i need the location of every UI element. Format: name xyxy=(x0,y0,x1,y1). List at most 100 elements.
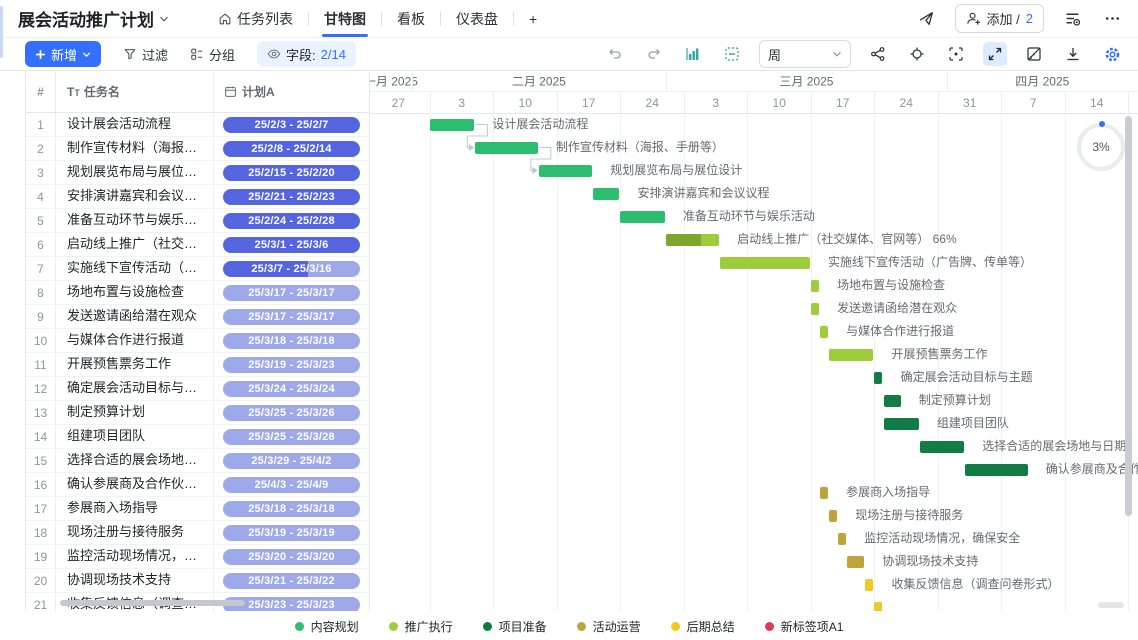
dependency-arrow xyxy=(532,167,538,174)
table-row[interactable]: 15 选择合适的展会场地与日期 25/3/29 - 25/4/2 xyxy=(26,449,369,473)
date-pill[interactable]: 25/3/23 - 25/3/23 xyxy=(223,596,360,611)
gantt-bar[interactable] xyxy=(865,578,874,591)
date-pill[interactable]: 25/3/18 - 25/3/18 xyxy=(223,332,360,349)
locate-icon[interactable] xyxy=(905,42,929,66)
gantt-bar[interactable] xyxy=(847,555,865,568)
new-task-button[interactable]: 新增 xyxy=(25,41,102,67)
table-row[interactable]: 13 制定预算计划 25/3/25 - 25/3/26 xyxy=(26,401,369,425)
hide-chart-icon[interactable] xyxy=(1022,42,1046,66)
date-pill[interactable]: 25/2/8 - 25/2/14 xyxy=(223,140,360,157)
fullscreen-icon[interactable] xyxy=(983,42,1007,66)
table-row[interactable]: 9 发送邀请函给潜在观众 25/3/17 - 25/3/17 xyxy=(26,305,369,329)
date-pill[interactable]: 25/3/19 - 25/3/19 xyxy=(223,524,360,541)
legend-item: 内容规划 xyxy=(294,618,359,635)
add-member-button[interactable]: 添加 / 2 xyxy=(954,4,1044,33)
gantt-bar[interactable] xyxy=(838,532,847,545)
date-pill[interactable]: 25/3/1 - 25/3/6 xyxy=(223,236,360,253)
col-index[interactable]: # xyxy=(26,71,56,112)
table-row[interactable]: 18 现场注册与接待服务 25/3/19 - 25/3/19 xyxy=(26,521,369,545)
tab-看板[interactable]: 看板 xyxy=(382,0,440,37)
gantt-bar[interactable] xyxy=(665,233,720,246)
date-pill[interactable]: 25/3/21 - 25/3/22 xyxy=(223,572,360,589)
focus-icon[interactable] xyxy=(944,42,968,66)
table-row[interactable]: 16 确认参展商及合作伙伴名单 25/4/3 - 25/4/9 xyxy=(26,473,369,497)
table-row[interactable]: 1 设计展会活动流程 25/2/3 - 25/2/7 xyxy=(26,113,369,137)
baseline-icon[interactable] xyxy=(720,42,744,66)
share-nodes-icon[interactable] xyxy=(866,42,890,66)
date-pill[interactable]: 25/3/19 - 25/3/23 xyxy=(223,356,360,373)
table-row[interactable]: 11 开展预售票务工作 25/3/19 - 25/3/23 xyxy=(26,353,369,377)
gantt-bar[interactable] xyxy=(475,141,538,154)
gantt-bar[interactable] xyxy=(538,164,593,177)
filter-button[interactable]: 过滤 xyxy=(123,45,168,64)
date-pill[interactable]: 25/3/7 - 25/3/16 xyxy=(223,260,360,277)
gantt-bar[interactable] xyxy=(874,601,883,611)
undo-icon[interactable] xyxy=(603,42,627,66)
date-pill[interactable]: 25/2/15 - 25/2/20 xyxy=(223,164,360,181)
gantt-bar[interactable] xyxy=(919,440,964,453)
share-send-icon[interactable] xyxy=(915,7,939,31)
progress-ring-value: 3% xyxy=(1092,140,1110,154)
download-icon[interactable] xyxy=(1061,42,1085,66)
date-pill[interactable]: 25/3/17 - 25/3/17 xyxy=(223,308,360,325)
timescale-select[interactable]: 周 xyxy=(759,40,851,68)
col-plan[interactable]: 计划A xyxy=(214,71,369,112)
table-row[interactable]: 14 组建项目团队 25/3/25 - 25/3/28 xyxy=(26,425,369,449)
table-row[interactable]: 10 与媒体合作进行报道 25/3/18 - 25/3/18 xyxy=(26,329,369,353)
page-title[interactable]: 展会活动推广计划 xyxy=(18,6,169,31)
col-task-name[interactable]: TT 任务名 xyxy=(56,71,214,112)
date-pill[interactable]: 25/2/21 - 25/2/23 xyxy=(223,188,360,205)
date-pill[interactable]: 25/3/29 - 25/4/2 xyxy=(223,452,360,469)
app-header: 展会活动推广计划 任务列表 甘特图 看板 仪表盘 + 添加 / 2 xyxy=(0,0,1138,38)
tab-仪表盘[interactable]: 仪表盘 xyxy=(441,0,513,37)
table-row[interactable]: 2 制作宣传材料（海报、手... 25/2/8 - 25/2/14 xyxy=(26,137,369,161)
group-button[interactable]: 分组 xyxy=(190,45,235,64)
table-horizontal-scrollbar[interactable] xyxy=(60,600,245,606)
date-pill[interactable]: 25/3/17 - 25/3/17 xyxy=(223,284,360,301)
gantt-bar[interactable] xyxy=(883,417,919,430)
gantt-bar[interactable] xyxy=(720,256,810,269)
table-row[interactable]: 4 安排演讲嘉宾和会议议程 25/2/21 - 25/2/23 xyxy=(26,185,369,209)
table-row[interactable]: 17 参展商入场指导 25/3/18 - 25/3/18 xyxy=(26,497,369,521)
table-row[interactable]: 21收集反馈信息（调查问卷...25/3/23 - 25/3/23 xyxy=(26,593,369,611)
table-row[interactable]: 19 监控活动现场情况，确保... 25/3/20 - 25/3/20 xyxy=(26,545,369,569)
gantt-bar[interactable] xyxy=(430,118,475,131)
tab-甘特图[interactable]: 甘特图 xyxy=(309,0,381,37)
gantt-bar[interactable] xyxy=(829,348,874,361)
table-row[interactable]: 5 准备互动环节与娱乐活动 25/2/24 - 25/2/28 xyxy=(26,209,369,233)
tab-任务列表[interactable]: 任务列表 xyxy=(203,0,308,37)
date-pill[interactable]: 25/3/18 - 25/3/18 xyxy=(223,500,360,517)
more-icon[interactable] xyxy=(1100,7,1124,31)
date-pill[interactable]: 25/4/3 - 25/4/9 xyxy=(223,476,360,493)
gantt-bar[interactable] xyxy=(874,371,883,384)
date-pill[interactable]: 25/3/25 - 25/3/26 xyxy=(223,404,360,421)
gantt-bar[interactable] xyxy=(593,187,620,200)
gantt-bar[interactable] xyxy=(829,509,838,522)
vertical-scrollbar[interactable] xyxy=(1125,116,1132,516)
automation-icon[interactable] xyxy=(1060,7,1084,31)
settings-gear-icon[interactable] xyxy=(1100,42,1124,66)
gantt-bar[interactable] xyxy=(810,302,819,315)
milestone-chart-icon[interactable] xyxy=(681,42,705,66)
gantt-bar[interactable] xyxy=(820,325,829,338)
date-pill[interactable]: 25/3/25 - 25/3/28 xyxy=(223,428,360,445)
date-pill[interactable]: 25/2/3 - 25/2/7 xyxy=(223,116,360,133)
tab-+[interactable]: + xyxy=(514,0,552,37)
table-row[interactable]: 3 规划展览布局与展位设计 25/2/15 - 25/2/20 xyxy=(26,161,369,185)
gantt-bar[interactable] xyxy=(620,210,665,223)
gantt-bar[interactable] xyxy=(883,394,901,407)
redo-icon[interactable] xyxy=(642,42,666,66)
date-pill[interactable]: 25/2/24 - 25/2/28 xyxy=(223,212,360,229)
table-row[interactable]: 6 启动线上推广（社交媒体... 25/3/1 - 25/3/6 xyxy=(26,233,369,257)
gantt-bar[interactable] xyxy=(965,463,1028,476)
gantt-horizontal-scrollbar[interactable] xyxy=(1098,602,1124,608)
table-row[interactable]: 8 场地布置与设施检查 25/3/17 - 25/3/17 xyxy=(26,281,369,305)
table-row[interactable]: 7 实施线下宣传活动（广告... 25/3/7 - 25/3/16 xyxy=(26,257,369,281)
date-pill[interactable]: 25/3/24 - 25/3/24 xyxy=(223,380,360,397)
date-pill[interactable]: 25/3/20 - 25/3/20 xyxy=(223,548,360,565)
gantt-bar[interactable] xyxy=(810,279,819,292)
gantt-bar[interactable] xyxy=(820,486,829,499)
table-row[interactable]: 20 协调现场技术支持 25/3/21 - 25/3/22 xyxy=(26,569,369,593)
fields-chip[interactable]: 字段: 2/14 xyxy=(257,41,356,67)
table-row[interactable]: 12 确定展会活动目标与主题 25/3/24 - 25/3/24 xyxy=(26,377,369,401)
